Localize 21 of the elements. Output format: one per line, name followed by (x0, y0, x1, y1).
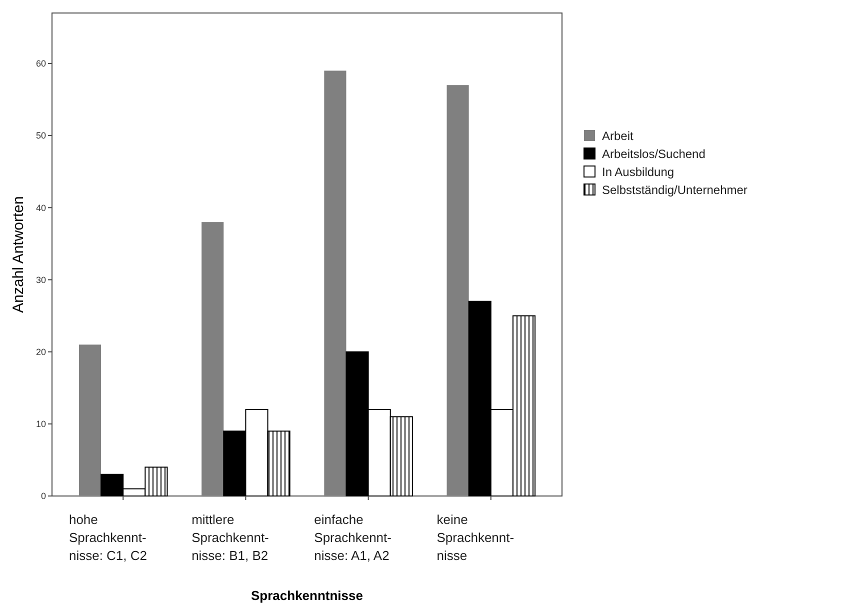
x-tick-label: mittlere Sprachkennt- nisse: B1, B2 (192, 512, 269, 563)
bar (78, 344, 102, 496)
y-tick-label: 40 (36, 202, 46, 213)
y-axis-title: Anzahl Antworten (10, 196, 27, 313)
y-tick-label: 0 (40, 491, 46, 502)
y-tick-label: 10 (36, 419, 46, 430)
y-tick-label: 60 (36, 58, 46, 69)
legend-label: Selbstständig/Unternehmer (602, 183, 748, 197)
bar (324, 70, 346, 496)
legend-label: Arbeitslos/Suchend (602, 147, 706, 161)
x-tick-label: hohe Sprachkennt- nisse: C1, C2 (68, 512, 148, 563)
y-tick-label: 50 (36, 130, 46, 141)
bar (446, 85, 469, 496)
legend-label: Arbeit (602, 129, 634, 143)
x-tick-label: keine Sprachkennt- nisse (436, 512, 514, 563)
y-tick-label: 30 (36, 274, 46, 285)
x-axis-title: Sprachkenntnisse (251, 588, 363, 603)
x-tick-label: einfache Sprachkennt- nisse: A1, A2 (314, 512, 392, 563)
y-tick-label: 20 (36, 346, 46, 357)
bar (202, 222, 224, 496)
legend-label: In Ausbildung (602, 165, 674, 179)
